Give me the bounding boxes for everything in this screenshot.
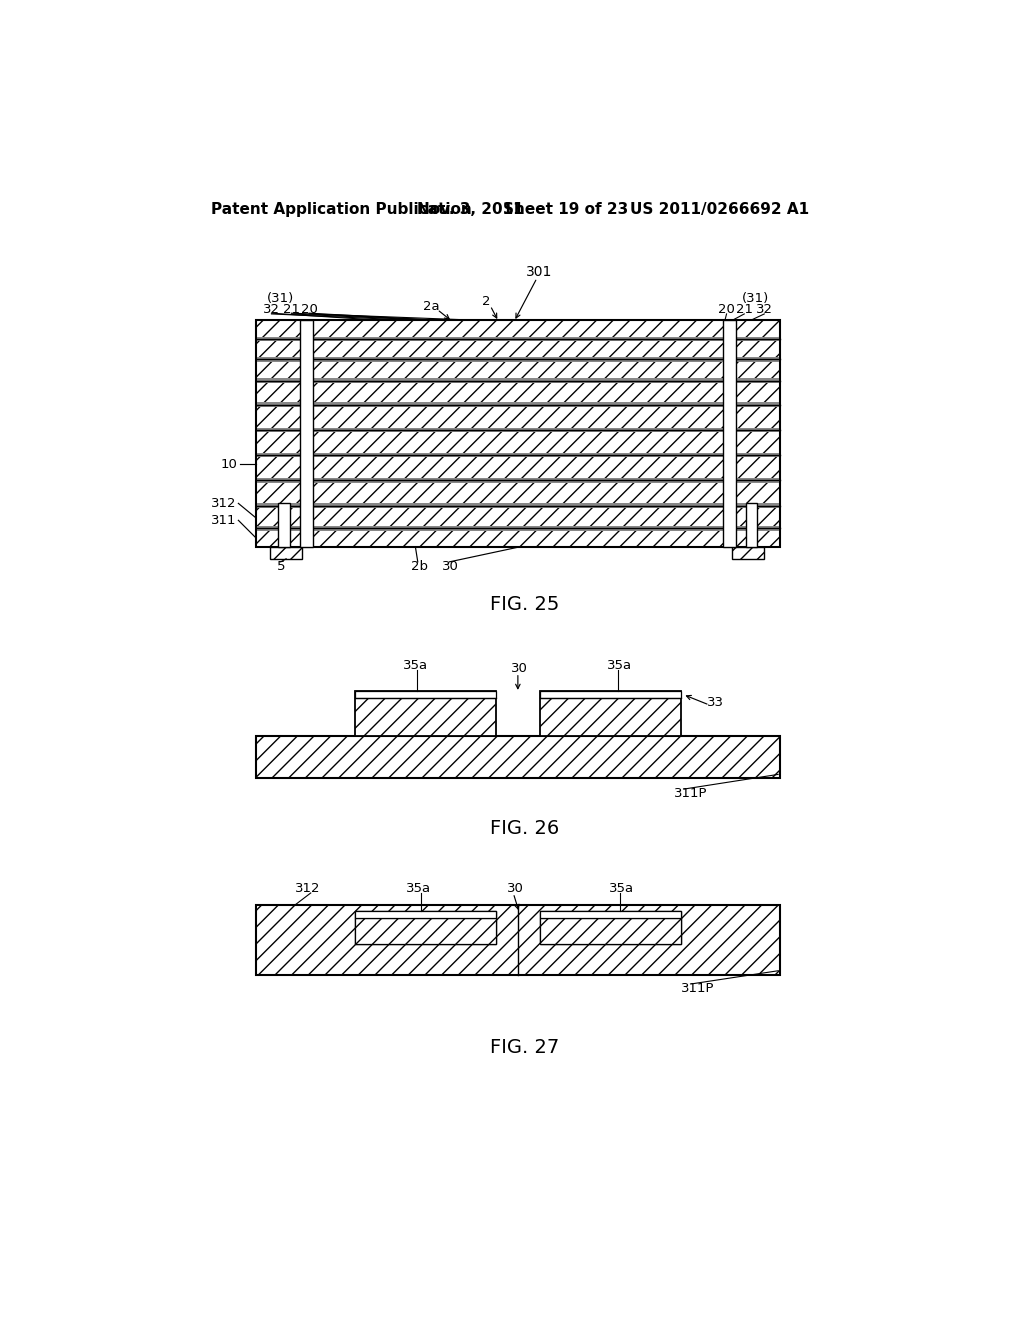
Text: FIG. 27: FIG. 27 [490,1039,559,1057]
Text: 30: 30 [442,560,460,573]
Bar [300,321,313,548]
Bar [256,906,779,974]
Bar [256,321,779,548]
Text: 35a: 35a [607,659,632,672]
Bar [257,356,779,362]
Text: Patent Application Publication: Patent Application Publication [211,202,471,218]
Bar [257,428,779,432]
Text: 2: 2 [482,296,490,308]
Bar [257,453,779,458]
Bar [257,379,779,383]
Bar [354,692,496,698]
Text: 312: 312 [295,882,321,895]
Text: (31): (31) [741,292,769,305]
Bar [541,911,681,917]
Text: 32: 32 [263,302,280,315]
Text: 32: 32 [756,302,773,315]
Bar [257,403,779,407]
Bar [257,503,779,508]
Bar [541,911,681,944]
Text: 33: 33 [708,696,724,709]
Text: 10: 10 [221,458,238,471]
Text: Nov. 3, 2011: Nov. 3, 2011 [417,202,523,218]
Bar [257,337,779,342]
Text: 30: 30 [511,661,527,675]
Text: Sheet 19 of 23: Sheet 19 of 23 [503,202,629,218]
Text: 21: 21 [283,302,300,315]
Text: FIG. 25: FIG. 25 [490,595,559,615]
Text: 35a: 35a [402,659,428,672]
Text: FIG. 26: FIG. 26 [490,818,559,838]
Bar [354,692,496,737]
Bar [354,917,496,944]
Text: 311P: 311P [674,787,708,800]
Text: 35a: 35a [406,882,431,895]
Text: 30: 30 [507,882,524,895]
Text: 312: 312 [211,496,237,510]
Bar [541,692,681,737]
Text: 311: 311 [211,513,237,527]
Text: 20: 20 [718,302,735,315]
Bar [354,911,496,944]
Text: 21: 21 [736,302,753,315]
Bar [732,548,764,558]
Text: 20: 20 [301,302,317,315]
Text: 301: 301 [525,264,552,279]
Bar [257,525,779,531]
Text: 35a: 35a [608,882,634,895]
Bar [257,478,779,483]
Bar [745,503,758,548]
Text: US 2011/0266692 A1: US 2011/0266692 A1 [630,202,809,218]
Text: 311P: 311P [681,982,715,995]
Text: 5: 5 [276,560,285,573]
Bar [270,548,302,558]
Bar [354,911,496,917]
Bar [541,917,681,944]
Text: 2b: 2b [411,560,428,573]
Bar [256,737,779,779]
Bar [279,503,290,548]
Text: 2a: 2a [423,300,439,313]
Bar [723,321,736,548]
Bar [541,692,681,698]
Text: (31): (31) [267,292,294,305]
